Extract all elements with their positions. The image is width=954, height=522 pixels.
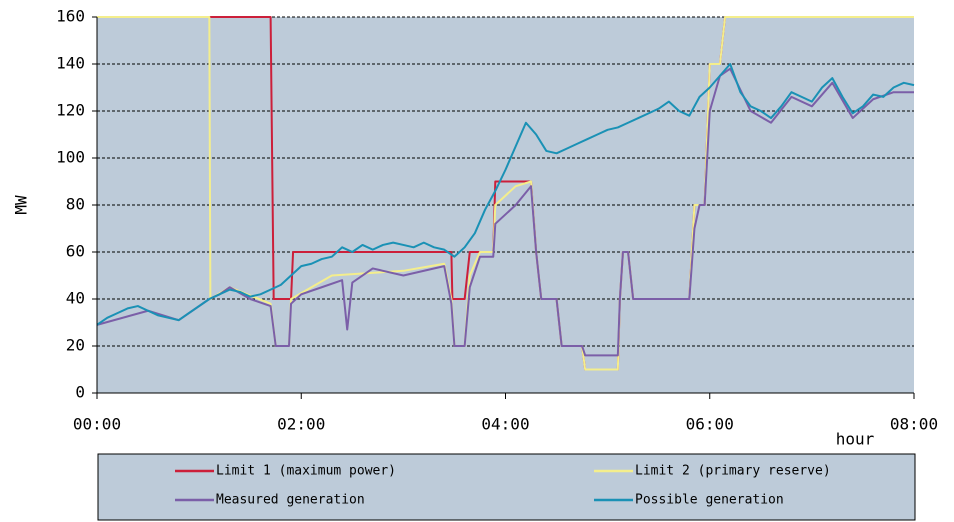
y-tick-label: 100 xyxy=(56,148,85,167)
x-tick-label: 08:00 xyxy=(890,415,938,434)
series-line xyxy=(96,67,914,357)
legend-box xyxy=(97,453,916,521)
y-tick-label: 60 xyxy=(66,242,85,261)
y-tick-label: 80 xyxy=(66,195,85,214)
y-tick-label: 120 xyxy=(56,101,85,120)
x-tick-label: 06:00 xyxy=(686,415,734,434)
y-tick-label: 20 xyxy=(66,336,85,355)
x-axis-label: hour xyxy=(836,430,875,449)
lines xyxy=(96,16,915,371)
x-tick-label: 04:00 xyxy=(481,415,529,434)
y-tick-label: 0 xyxy=(75,383,85,402)
x-tick-label: 00:00 xyxy=(73,415,121,434)
y-tick-label: 160 xyxy=(56,7,85,26)
x-tick-label: 02:00 xyxy=(277,415,325,434)
legend-label: Limit 2 (primary reserve) xyxy=(635,464,831,479)
legend: Limit 1 (maximum power) Limit 2 (primary … xyxy=(175,464,831,508)
y-tick-label: 40 xyxy=(66,289,85,308)
series-line xyxy=(96,63,915,326)
legend-label: Limit 1 (maximum power) xyxy=(216,464,396,479)
y-tick-label: 140 xyxy=(56,54,85,73)
y-axis-label: MW xyxy=(12,195,31,215)
legend-label: Possible generation xyxy=(635,493,784,508)
ticks: 0 20 40 60 80 100 120 140 160 00:00 02:00 04:00 06:0… xyxy=(56,7,938,434)
legend-label: Measured generation xyxy=(216,493,365,508)
